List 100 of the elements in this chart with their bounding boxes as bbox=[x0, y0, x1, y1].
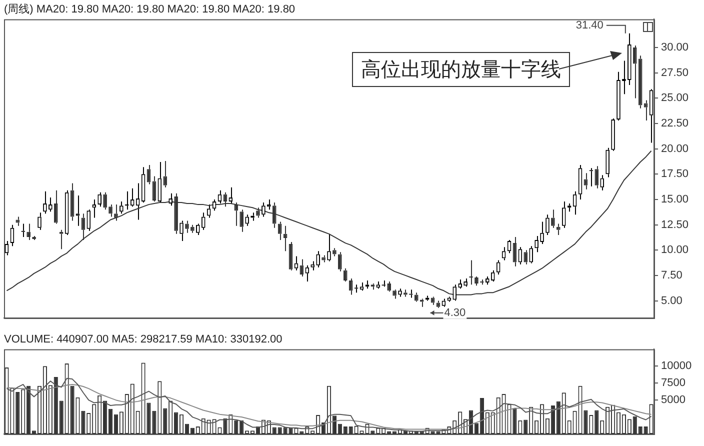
annotation: 4.30 bbox=[444, 306, 466, 319]
candlestick bbox=[196, 223, 200, 236]
candlestick bbox=[272, 202, 276, 228]
y-tick-label: 10000 bbox=[661, 360, 692, 372]
candlestick bbox=[425, 295, 430, 302]
candlestick bbox=[120, 201, 124, 214]
bar bbox=[638, 426, 642, 434]
candlestick bbox=[414, 292, 418, 302]
candlestick bbox=[201, 212, 206, 230]
candlestick bbox=[628, 32, 632, 86]
bar bbox=[54, 377, 58, 434]
candlestick bbox=[316, 250, 320, 268]
candlestick bbox=[638, 55, 642, 109]
candlestick bbox=[529, 246, 534, 264]
y-tick-label: 10.00 bbox=[661, 244, 689, 256]
candlestick bbox=[447, 296, 452, 302]
chart-title: (周线) MA20: 19.80 MA20: 19.80 MA20: 19.80 MA20: 19.80 bbox=[4, 2, 296, 16]
candlestick bbox=[262, 202, 266, 218]
bar bbox=[81, 410, 86, 434]
candlestick bbox=[556, 223, 560, 236]
bar bbox=[223, 418, 228, 434]
candlestick bbox=[474, 276, 478, 286]
y-tick-label: 12.50 bbox=[661, 218, 689, 231]
candlestick bbox=[551, 209, 555, 228]
candlestick bbox=[16, 216, 20, 226]
candlestick bbox=[240, 209, 244, 232]
candlestick bbox=[348, 278, 353, 296]
candlestick bbox=[108, 204, 112, 218]
candlestick bbox=[92, 198, 96, 218]
candlestick bbox=[540, 221, 544, 245]
candlestick bbox=[600, 174, 604, 191]
bar bbox=[343, 426, 348, 434]
candlestick bbox=[310, 260, 315, 271]
candlestick bbox=[452, 284, 457, 302]
bar bbox=[240, 420, 244, 434]
bar bbox=[594, 410, 599, 434]
candlestick bbox=[376, 281, 380, 290]
annotation: 31.40 bbox=[576, 19, 604, 32]
candlestick bbox=[245, 214, 249, 226]
candlestick bbox=[305, 264, 310, 282]
candlestick bbox=[524, 250, 528, 265]
y-tick-label: 15.00 bbox=[661, 194, 689, 206]
bar bbox=[152, 410, 156, 434]
candlestick bbox=[398, 288, 402, 298]
candlestick bbox=[611, 118, 615, 152]
y-tick-label: 25.00 bbox=[661, 92, 689, 104]
bar bbox=[644, 426, 648, 434]
y-tick-label: 5.00 bbox=[661, 294, 682, 307]
bar bbox=[234, 420, 238, 434]
y-tick-label: 20.00 bbox=[661, 142, 689, 155]
candlestick bbox=[490, 270, 495, 282]
candlestick bbox=[278, 221, 282, 241]
bar bbox=[70, 386, 74, 434]
candlestick bbox=[43, 190, 47, 214]
bar bbox=[632, 416, 637, 434]
bar bbox=[163, 408, 168, 434]
candlestick bbox=[534, 235, 538, 253]
y-tick-label: 7.50 bbox=[661, 269, 682, 282]
candlestick bbox=[124, 190, 129, 210]
y-tick-label: 5000 bbox=[661, 394, 686, 406]
y-tick-label: 27.50 bbox=[661, 66, 689, 79]
candlestick bbox=[174, 192, 178, 234]
candlestick bbox=[234, 202, 238, 226]
candlestick bbox=[327, 233, 331, 262]
candlestick bbox=[54, 190, 58, 224]
candlestick bbox=[98, 192, 102, 208]
candlestick bbox=[163, 160, 168, 188]
y-tick-label: 30.00 bbox=[661, 42, 689, 54]
candlestick bbox=[430, 296, 435, 306]
candlestick bbox=[103, 192, 107, 210]
chart-title: VOLUME: 440907.00 MA5: 298217.59 MA10: 330192.00 bbox=[4, 334, 282, 346]
bar bbox=[524, 420, 528, 434]
candlestick bbox=[616, 71, 620, 121]
candlestick bbox=[458, 279, 462, 290]
candlestick bbox=[180, 220, 184, 242]
candlestick bbox=[546, 214, 550, 236]
candlestick bbox=[26, 223, 30, 241]
candlestick bbox=[464, 278, 468, 288]
annotation: 高位出现的放量十字线 bbox=[352, 52, 570, 87]
candlestick bbox=[606, 147, 610, 178]
candlestick bbox=[632, 45, 637, 99]
candlestick bbox=[190, 224, 194, 234]
candlestick bbox=[185, 220, 189, 234]
bar bbox=[59, 400, 64, 434]
candlestick bbox=[584, 172, 588, 190]
candlestick bbox=[387, 281, 391, 292]
candlestick bbox=[392, 289, 396, 300]
bar bbox=[146, 402, 151, 434]
candlestick bbox=[322, 254, 326, 263]
candlestick bbox=[114, 204, 118, 222]
y-tick-label: 7500 bbox=[661, 377, 686, 390]
candlestick bbox=[562, 201, 566, 228]
bar bbox=[16, 392, 20, 434]
candlestick bbox=[594, 166, 599, 189]
y-tick-label: 22.50 bbox=[661, 118, 689, 130]
y-tick-label: 17.50 bbox=[661, 168, 689, 180]
candlestick bbox=[343, 268, 348, 282]
candlestick bbox=[38, 212, 42, 230]
candlestick bbox=[332, 248, 336, 257]
bar bbox=[348, 426, 353, 434]
